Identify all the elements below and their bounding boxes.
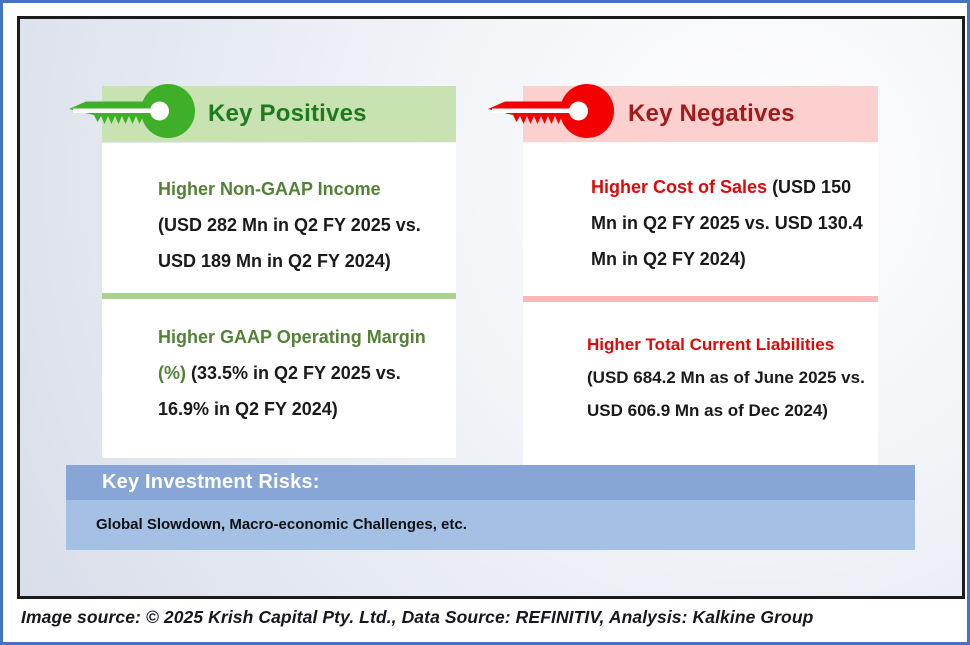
green-divider (102, 293, 456, 299)
negative-item-2: Higher Total Current Liabilities (USD 68… (523, 302, 878, 465)
negative-item-2-body: (USD 684.2 Mn as of June 2025 vs. USD 60… (587, 368, 865, 420)
infographic-panel: Key Positives Higher Non-GAAP Income (US… (17, 16, 965, 599)
investment-risks-body: Global Slowdown, Macro-economic Challeng… (66, 500, 915, 550)
positive-item-2: Higher GAAP Operating Margin (%) (33.5% … (102, 299, 456, 458)
negative-item-1: Higher Cost of Sales (USD 150 Mn in Q2 F… (523, 143, 878, 296)
red-key-icon (488, 84, 614, 138)
positive-item-2-body: (33.5% in Q2 FY 2025 vs. 16.9% in Q2 FY … (158, 363, 401, 419)
key-negatives-title: Key Negatives (628, 100, 795, 127)
positive-item-1-title: Higher Non-GAAP Income (158, 179, 381, 199)
green-key-icon (69, 84, 195, 138)
positive-item-1: Higher Non-GAAP Income (USD 282 Mn in Q2… (102, 143, 456, 293)
positive-item-1-body: (USD 282 Mn in Q2 FY 2025 vs. USD 189 Mn… (158, 215, 421, 271)
investment-risks-title: Key Investment Risks: (66, 465, 915, 500)
investment-risks-section: Key Investment Risks: Global Slowdown, M… (66, 465, 915, 550)
negative-item-1-body: (USD 150 Mn in Q2 FY 2025 vs. USD 130.4 … (591, 177, 863, 269)
positive-item-2-title: Higher GAAP Operating Margin (%) (158, 327, 426, 383)
negative-item-1-title: Higher Cost of Sales (591, 177, 768, 197)
image-source-attribution: Image source: © 2025 Krish Capital Pty. … (21, 607, 814, 627)
key-positives-title: Key Positives (208, 100, 367, 127)
pink-divider (523, 296, 878, 302)
negative-item-2-title: Higher Total Current Liabilities (587, 335, 835, 354)
